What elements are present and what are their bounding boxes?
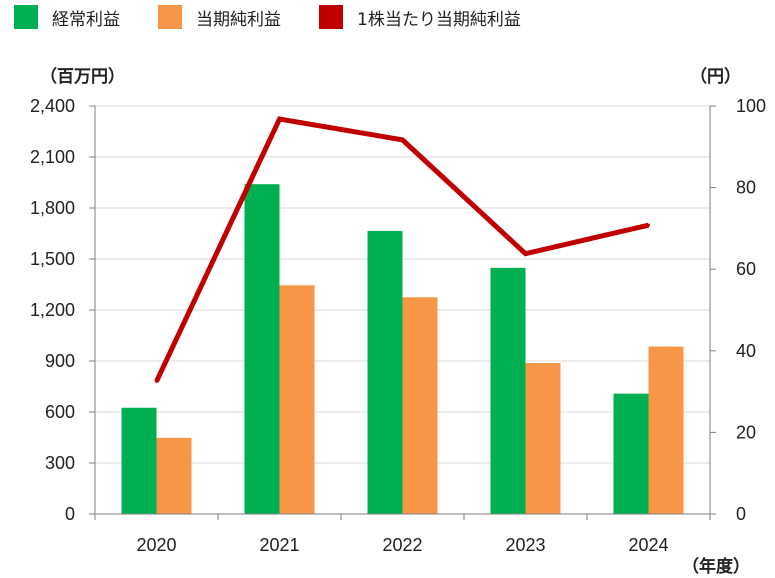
right-axis-unit: （円）: [690, 67, 741, 87]
left-tick-label: 600: [45, 402, 75, 422]
left-tick-label: 900: [45, 351, 75, 371]
legend-swatch-ordinary-profit: [14, 5, 38, 29]
legend-label-net-income: 当期純利益: [196, 9, 281, 30]
x-tick-label: 2020: [136, 535, 176, 555]
eps-point: [278, 117, 281, 121]
bar-ordinary-profit: [490, 267, 526, 514]
bar-net-income: [525, 363, 561, 514]
left-tick-label: 0: [65, 504, 75, 524]
bar-ordinary-profit: [367, 230, 403, 514]
legend-item-eps: 1株当たり当期純利益: [319, 5, 521, 30]
left-tick-label: 2,400: [30, 96, 75, 116]
bar-net-income: [648, 346, 684, 514]
x-tick-label: 2023: [505, 535, 545, 555]
legend-label-ordinary-profit: 経常利益: [52, 9, 120, 30]
eps-point: [524, 252, 527, 256]
bar-net-income: [156, 437, 192, 514]
eps-point: [155, 379, 158, 383]
legend-swatch-net-income: [158, 5, 182, 29]
left-tick-label: 2,100: [30, 147, 75, 167]
bar-net-income: [402, 297, 438, 514]
x-tick-label: 2021: [259, 535, 299, 555]
left-axis-unit: （百万円）: [40, 67, 125, 87]
right-tick-label: 0: [736, 504, 746, 524]
right-tick-label: 60: [736, 259, 756, 279]
x-axis-unit: （年度）: [682, 557, 750, 577]
legend-item-net-income: 当期純利益: [158, 5, 281, 30]
eps-point: [647, 223, 650, 227]
eps-point: [401, 138, 404, 142]
left-tick-label: 1,800: [30, 198, 75, 218]
legend-swatch-eps: [319, 5, 343, 29]
legend-item-ordinary-profit: 経常利益: [14, 5, 120, 30]
right-tick-label: 20: [736, 422, 756, 442]
bar-ordinary-profit: [613, 393, 649, 514]
right-tick-label: 80: [736, 178, 756, 198]
legend: 経常利益 当期純利益 1株当たり当期純利益: [14, 4, 559, 30]
right-tick-label: 100: [736, 96, 766, 116]
bar-net-income: [279, 285, 315, 514]
right-tick-label: 40: [736, 341, 756, 361]
left-tick-label: 1,500: [30, 249, 75, 269]
bar-ordinary-profit: [121, 407, 157, 514]
left-tick-label: 1,200: [30, 300, 75, 320]
bar-ordinary-profit: [244, 184, 280, 514]
left-tick-label: 300: [45, 453, 75, 473]
legend-label-eps: 1株当たり当期純利益: [357, 9, 521, 30]
x-tick-label: 2024: [628, 535, 668, 555]
x-tick-label: 2022: [382, 535, 422, 555]
